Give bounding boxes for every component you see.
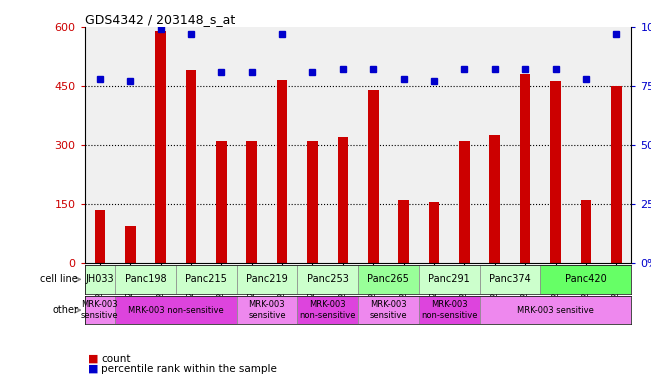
Bar xyxy=(216,141,227,263)
Bar xyxy=(94,210,105,263)
Bar xyxy=(236,296,298,324)
Text: Panc291: Panc291 xyxy=(428,274,470,285)
Text: MRK-003
non-sensitive: MRK-003 non-sensitive xyxy=(421,300,477,320)
Bar xyxy=(156,31,166,263)
Bar xyxy=(277,80,288,263)
Text: GDS4342 / 203148_s_at: GDS4342 / 203148_s_at xyxy=(85,13,235,26)
Text: Panc374: Panc374 xyxy=(489,274,531,285)
Bar xyxy=(298,265,358,294)
Bar xyxy=(85,265,115,294)
Bar xyxy=(459,141,469,263)
Bar xyxy=(419,265,480,294)
Text: Panc420: Panc420 xyxy=(565,274,607,285)
Text: JH033: JH033 xyxy=(85,274,114,285)
Bar xyxy=(176,265,236,294)
Bar xyxy=(581,200,591,263)
Text: other: other xyxy=(52,305,78,315)
Bar xyxy=(246,141,257,263)
Bar xyxy=(611,86,622,263)
Bar xyxy=(358,296,419,324)
Bar xyxy=(419,296,480,324)
Bar xyxy=(115,265,176,294)
Text: Panc253: Panc253 xyxy=(307,274,348,285)
Bar xyxy=(398,200,409,263)
Text: MRK-003
non-sensitive: MRK-003 non-sensitive xyxy=(299,300,356,320)
Text: MRK-003 non-sensitive: MRK-003 non-sensitive xyxy=(128,306,224,314)
Text: Panc219: Panc219 xyxy=(246,274,288,285)
Bar xyxy=(307,141,318,263)
Bar xyxy=(236,265,298,294)
Bar xyxy=(85,296,115,324)
Bar xyxy=(368,90,378,263)
Bar xyxy=(125,226,135,263)
Text: Panc198: Panc198 xyxy=(124,274,166,285)
Bar xyxy=(428,202,439,263)
Text: MRK-003
sensitive: MRK-003 sensitive xyxy=(370,300,408,320)
Bar xyxy=(540,265,631,294)
Text: MRK-003 sensitive: MRK-003 sensitive xyxy=(517,306,594,314)
Text: Panc265: Panc265 xyxy=(368,274,409,285)
Bar xyxy=(298,296,358,324)
Bar xyxy=(550,81,561,263)
Bar xyxy=(186,70,197,263)
Bar xyxy=(490,135,500,263)
Text: Panc215: Panc215 xyxy=(186,274,227,285)
Text: cell line: cell line xyxy=(40,274,78,285)
Bar xyxy=(480,296,631,324)
Text: MRK-003
sensitive: MRK-003 sensitive xyxy=(81,300,118,320)
Text: ■: ■ xyxy=(88,354,98,364)
Text: MRK-003
sensitive: MRK-003 sensitive xyxy=(248,300,286,320)
Text: ■: ■ xyxy=(88,364,98,374)
Bar xyxy=(358,265,419,294)
Text: count: count xyxy=(101,354,130,364)
Bar xyxy=(480,265,540,294)
Bar xyxy=(337,137,348,263)
Text: percentile rank within the sample: percentile rank within the sample xyxy=(101,364,277,374)
Bar xyxy=(519,74,531,263)
Bar xyxy=(115,296,236,324)
